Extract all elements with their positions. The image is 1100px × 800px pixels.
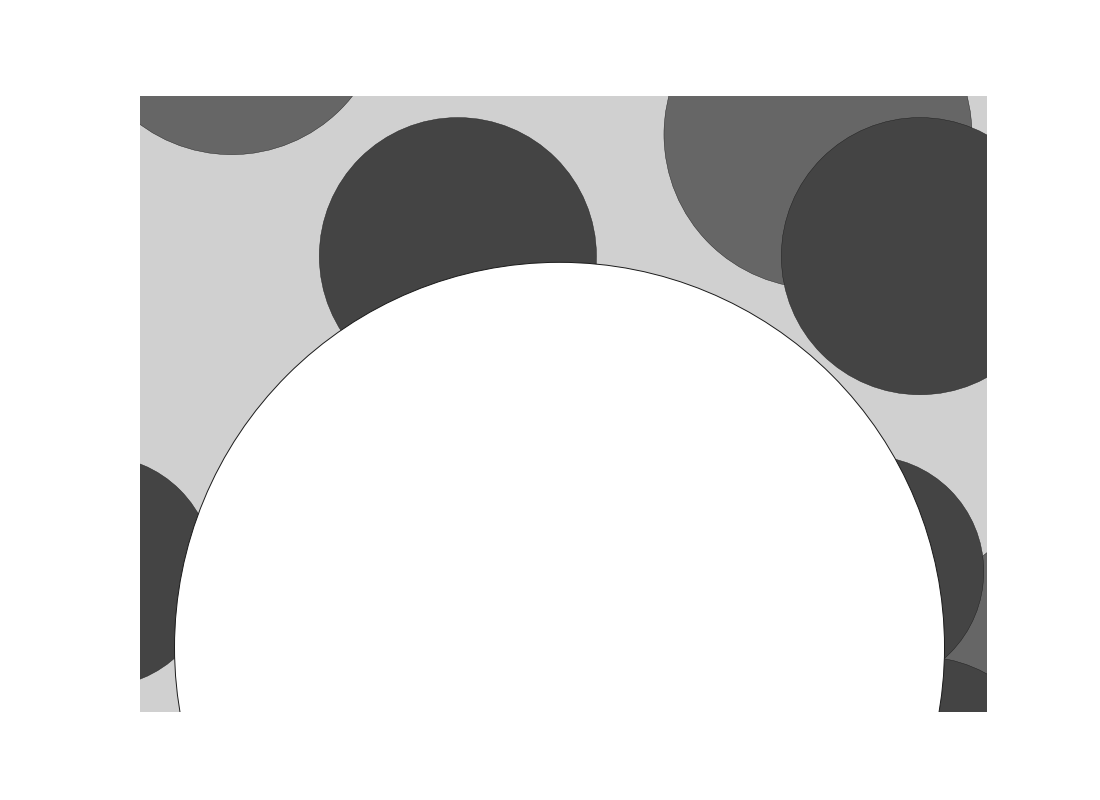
Polygon shape	[143, 0, 1077, 800]
FancyBboxPatch shape	[72, 0, 1100, 604]
Circle shape	[175, 262, 945, 800]
Polygon shape	[44, 0, 1100, 800]
Circle shape	[302, 34, 918, 650]
Circle shape	[664, 0, 972, 289]
Circle shape	[319, 657, 596, 800]
Text: eurospares: eurospares	[174, 343, 806, 440]
Circle shape	[781, 657, 1058, 800]
Circle shape	[0, 118, 134, 394]
Circle shape	[361, 0, 1100, 641]
Ellipse shape	[72, 0, 1100, 258]
FancyBboxPatch shape	[1072, 0, 1100, 800]
Circle shape	[341, 299, 880, 800]
Circle shape	[781, 118, 1058, 394]
Circle shape	[78, 0, 386, 154]
Circle shape	[0, 657, 134, 800]
Circle shape	[752, 456, 983, 687]
FancyBboxPatch shape	[450, 0, 1100, 142]
Text: 6: 6	[767, 388, 774, 402]
Polygon shape	[0, 0, 792, 800]
FancyBboxPatch shape	[232, 0, 1100, 800]
Circle shape	[540, 189, 1002, 650]
Polygon shape	[446, 0, 1100, 641]
Circle shape	[319, 118, 596, 394]
Circle shape	[367, 456, 598, 687]
Ellipse shape	[72, 334, 1100, 800]
Polygon shape	[271, 0, 1100, 800]
Circle shape	[232, 0, 1100, 800]
Circle shape	[194, 484, 579, 800]
Polygon shape	[110, 0, 1100, 800]
Text: a passion for parts since 1985: a passion for parts since 1985	[208, 582, 626, 682]
Circle shape	[0, 456, 213, 687]
Circle shape	[925, 522, 1100, 800]
